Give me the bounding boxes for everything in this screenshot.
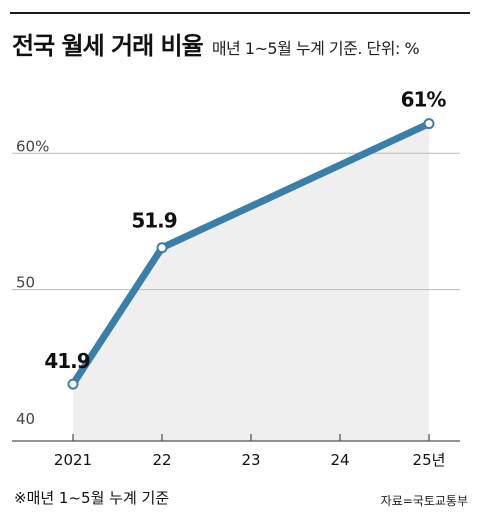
chart-subtitle: 매년 1~5월 누계 기준. 단위: % [211,39,420,58]
area-fill [73,123,429,442]
top-rule [10,12,470,14]
x-tick-label: 24 [330,451,349,469]
data-point-marker [67,378,79,390]
y-tick-label: 40 [16,410,35,428]
data-label: 61% [401,88,447,112]
source-credit: 자료=국토교통부 [380,494,468,508]
data-point-marker [423,118,435,130]
x-tick-label: 25년 [413,451,446,469]
y-tick-label: 60% [16,137,49,155]
x-tick-label: 23 [241,451,260,469]
footnote: ※매년 1~5월 누계 기준 [14,489,170,507]
data-label: 41.9 [44,349,89,373]
y-tick-label: 50 [16,274,35,292]
x-tick-label: 22 [152,451,171,469]
x-tick-label: 2021 [54,451,92,469]
chart-title: 전국 월세 거래 비율 [12,32,204,60]
data-label: 51.9 [131,209,176,233]
data-point-marker [156,242,168,254]
chart-header: 전국 월세 거래 비율 매년 1~5월 누계 기준. 단위: % [12,26,420,61]
